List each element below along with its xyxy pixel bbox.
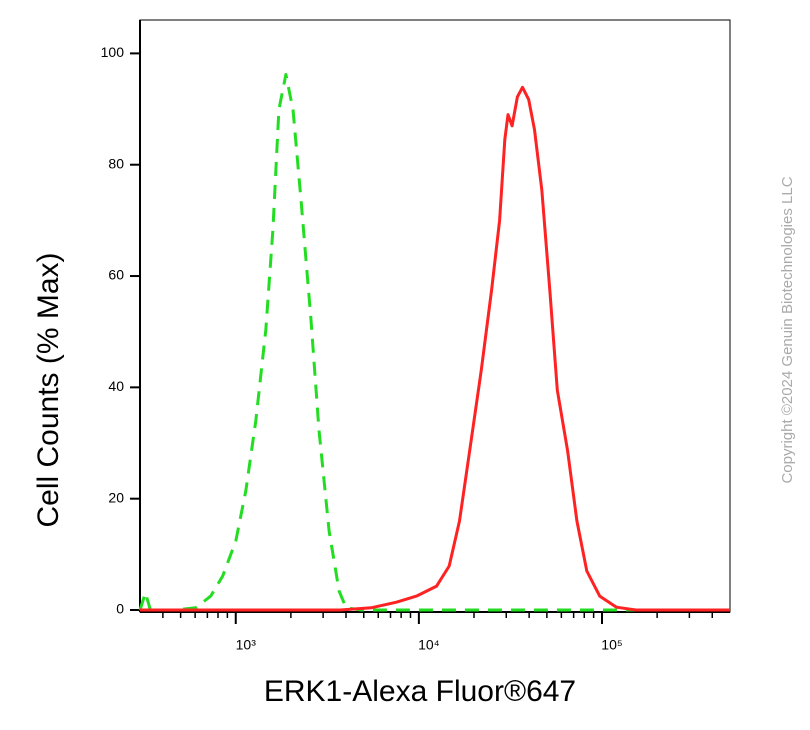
y-tick-label: 100: [101, 44, 125, 60]
histogram-line: [138, 73, 730, 612]
watermark: Copyright ©2024 Genuin Biotechnologies L…: [779, 176, 796, 483]
y-tick-label: 40: [108, 378, 124, 394]
x-tick-label: 10⁵: [601, 637, 622, 653]
y-tick-label: 60: [108, 267, 124, 283]
y-tick-label: 0: [116, 601, 124, 617]
x-tick-label: 10⁴: [418, 637, 440, 653]
x-axis-label: ERK1-Alexa Fluor®647: [264, 675, 576, 708]
y-tick-label: 80: [108, 155, 124, 171]
plot-frame: [139, 19, 731, 613]
y-tick-label: 20: [108, 489, 124, 505]
y-axis-label: Cell Counts (% Max): [32, 252, 65, 527]
x-tick-label: 10³: [236, 637, 257, 653]
histogram-line: [140, 85, 730, 612]
